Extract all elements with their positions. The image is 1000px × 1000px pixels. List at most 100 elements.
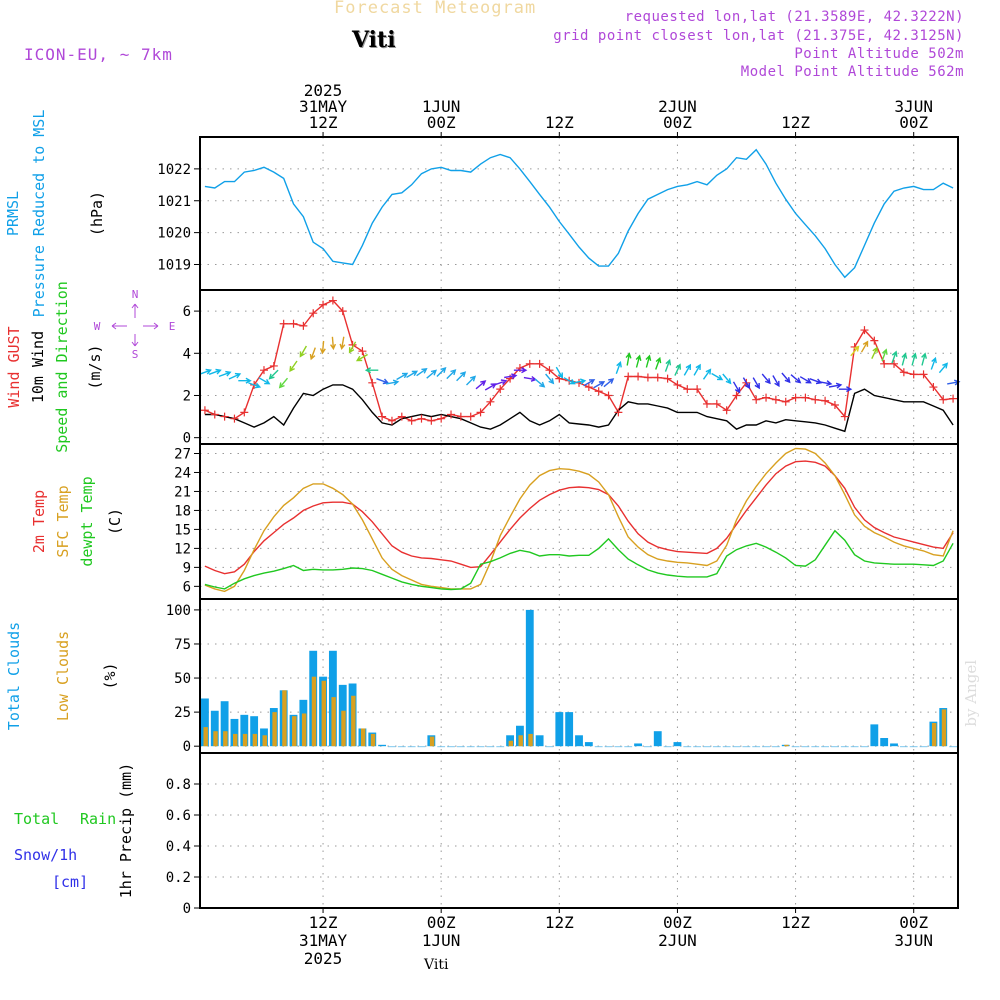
requested-coordinates: requested lon,lat (21.3589E, 42.3222N) [624,9,964,25]
total-cloud-bar [762,746,770,748]
wind-arrow [396,372,409,381]
gust-marker [653,373,662,382]
low-cloud-bar [321,680,327,747]
wind-arrow [426,369,438,379]
low-cloud-bar [941,709,947,747]
wind-arrow [871,346,878,359]
time-label-bottom: 12Z [545,913,574,932]
time-label-top: 3JUN [894,97,933,116]
total-cloud-bar [250,716,259,747]
low-cloud-bar [341,710,346,747]
wind-arrow [761,373,771,385]
y-axis-label: Pressure Reduced to MSL [30,110,48,318]
legend-total: Total [14,810,59,828]
total-cloud-bar [634,743,642,747]
gust-marker [890,359,899,368]
gust-marker [496,385,505,394]
wind-arrow [348,341,357,354]
time-label-top: 2025 [304,81,343,100]
y-tick-label: 24 [174,465,191,481]
gust-marker [387,416,396,425]
low-cloud-bar [223,731,228,747]
wind-arrow [563,377,576,385]
wind-arrow [901,352,908,366]
station-name: Viti [352,27,396,53]
total-cloud-bar [486,746,495,748]
low-cloud-bar [292,716,297,747]
gust-marker [525,359,534,368]
gust-marker [762,393,771,402]
y-tick-label: 1021 [157,194,191,210]
total-cloud-bar [909,746,918,748]
y-axis-label: 10m Wind [29,331,47,403]
y-tick-label: 27 [174,446,191,462]
gust-marker [899,368,908,377]
y-axis-label: Wind GUST [5,326,23,407]
time-label-top: 12Z [545,113,574,132]
total-cloud-bar [870,724,879,747]
wind-arrow [534,378,546,388]
temp-2m-line [204,460,954,575]
total-cloud-bar [771,746,780,748]
wind-arrow [615,361,622,374]
wind-arrow [376,378,390,385]
gust-marker [870,336,879,345]
gust-marker [860,326,869,335]
gust-marker [693,385,702,394]
gust-marker [240,408,249,417]
gust-marker [880,359,889,368]
total-cloud-bar [230,718,239,747]
y-tick-label: 9 [183,560,191,576]
low-cloud-bar [351,695,356,747]
gust-marker [840,412,849,421]
gust-marker [397,412,406,421]
total-cloud-bar [742,746,751,748]
time-label-top: 00Z [899,113,928,132]
point-altitude: Point Altitude 502m [794,46,964,62]
wind-arrow [693,363,701,376]
total-cloud-bar [821,746,830,748]
wind-arrow [319,340,326,355]
total-cloud-bar [614,746,623,748]
wind-arrow [248,382,262,389]
gust-marker [949,394,958,403]
wind-arrow [466,375,477,386]
gust-marker [643,373,652,382]
wind-arrow [355,353,368,362]
total-cloud-bar [811,746,820,748]
total-cloud-bar [604,746,613,748]
gust-marker [210,410,219,419]
gust-marker [673,380,682,389]
gust-marker [781,397,790,406]
gust-marker [702,399,711,408]
y-tick-label: 50 [174,671,191,687]
total-cloud-bar [663,746,672,748]
wind-arrow [819,380,833,387]
low-cloud-bar [370,733,376,747]
gust-marker [939,395,948,404]
total-cloud-bar [850,746,859,748]
wind-arrow [416,367,428,377]
wind-arrow [385,379,400,386]
time-label-top: 00Z [427,113,456,132]
wind-arrow [572,378,587,385]
y-axis-label: Speed and Direction [53,281,71,453]
total-cloud-bar [397,746,406,748]
time-label-top: 31MAY [299,97,348,116]
total-cloud-bar [703,746,711,748]
model-label: ICON-EU, ~ 7km [24,45,173,64]
gust-marker [821,396,830,405]
prmsl-line [204,148,954,279]
time-label-top: 12Z [781,113,810,132]
low-cloud-bar [203,727,208,747]
low-cloud-bar [518,735,523,747]
y-tick-label: 0.6 [166,808,191,824]
low-cloud-bar [272,712,277,747]
legend-rain: Rain [80,810,116,828]
time-label-bottom: 00Z [899,913,928,932]
time-label-bottom: 00Z [427,913,456,932]
total-cloud-bar [456,746,465,748]
gust-marker [752,395,761,404]
y-tick-label: 6 [183,579,191,595]
time-label-bottom: 3JUN [894,931,933,950]
